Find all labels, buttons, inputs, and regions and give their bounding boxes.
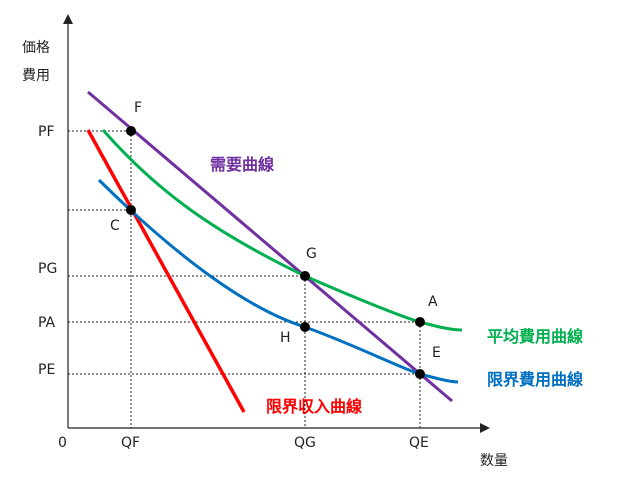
point-f (126, 126, 136, 136)
point-a-label: A (428, 294, 438, 310)
x-axis-label: 数量 (480, 453, 508, 469)
point-g-label: G (306, 246, 317, 262)
point-g (300, 271, 310, 281)
demand-curve-label: 需要曲線 (210, 155, 274, 174)
point-a (415, 317, 425, 327)
x-tick-qe: QE (409, 435, 429, 451)
point-f-label: F (134, 100, 142, 116)
origin-label: 0 (58, 435, 67, 451)
marginal-revenue-curve (86, 129, 246, 413)
point-e-label: E (432, 345, 441, 361)
y-axis-label-line1: 価格 (22, 40, 50, 56)
y-tick-pg: PG (38, 261, 57, 277)
point-e (415, 369, 425, 379)
point-h (300, 322, 310, 332)
y-tick-pa: PA (38, 315, 56, 331)
point-c (126, 205, 136, 215)
average-cost-curve (101, 129, 463, 332)
marginal-cost-curve (97, 178, 459, 384)
point-h-label: H (280, 330, 291, 346)
y-axis-label-line2: 費用 (22, 68, 50, 84)
point-c-label: C (110, 218, 120, 234)
average-cost-curve-label: 平均費用曲線 (487, 327, 583, 346)
marginal-revenue-curve-label: 限界収入曲線 (266, 397, 362, 416)
marginal-cost-curve-label: 限界費用曲線 (487, 370, 583, 389)
y-tick-pe: PE (38, 362, 55, 378)
x-tick-qf: QF (121, 435, 140, 451)
x-tick-qg: QG (294, 435, 316, 451)
y-tick-pf: PF (38, 124, 55, 140)
demand-curve (87, 90, 453, 403)
